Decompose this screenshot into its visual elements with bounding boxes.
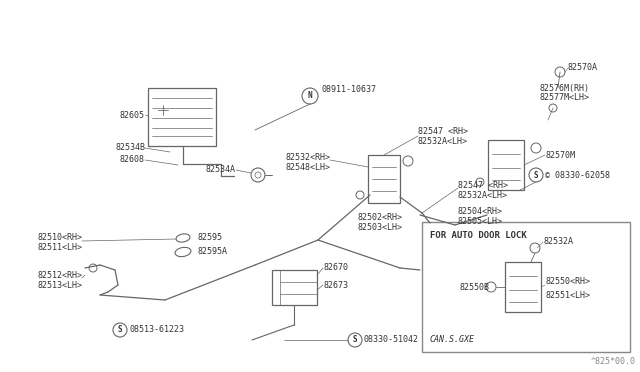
Text: 08911-10637: 08911-10637: [322, 86, 377, 94]
Bar: [368, 155, 400, 203]
Text: 82503<LH>: 82503<LH>: [358, 224, 403, 232]
Text: 82605: 82605: [120, 110, 145, 119]
Bar: [148, 88, 216, 146]
Text: 82673: 82673: [323, 280, 348, 289]
Text: 82550B: 82550B: [459, 282, 489, 292]
Bar: [422, 222, 630, 352]
Bar: [505, 262, 541, 312]
Text: 82547 <RH>: 82547 <RH>: [458, 180, 508, 189]
Text: 82570M: 82570M: [545, 151, 575, 160]
Text: 82532<RH>: 82532<RH>: [285, 153, 330, 161]
Text: 82511<LH>: 82511<LH>: [37, 244, 82, 253]
Text: FOR AUTO DOOR LOCK: FOR AUTO DOOR LOCK: [430, 231, 527, 241]
Text: S: S: [534, 170, 538, 180]
Text: 08330-51042: 08330-51042: [363, 336, 418, 344]
Text: 82532A<LH>: 82532A<LH>: [458, 190, 508, 199]
Text: S: S: [118, 326, 122, 334]
Text: 82532A: 82532A: [543, 237, 573, 247]
Bar: [272, 270, 317, 305]
Text: 82551<LH>: 82551<LH>: [545, 291, 590, 299]
Text: 82570A: 82570A: [568, 64, 598, 73]
Text: 82502<RH>: 82502<RH>: [358, 214, 403, 222]
Text: © 08330-62058: © 08330-62058: [545, 170, 610, 180]
Bar: [488, 140, 524, 190]
Text: 82577M<LH>: 82577M<LH>: [540, 93, 590, 103]
Text: CAN.S.GXE: CAN.S.GXE: [430, 336, 475, 344]
Text: 82534A: 82534A: [206, 166, 236, 174]
Text: 82532A<LH>: 82532A<LH>: [418, 138, 468, 147]
Text: 82534B: 82534B: [115, 144, 145, 153]
Text: 82595: 82595: [198, 232, 223, 241]
Text: 82576M(RH): 82576M(RH): [540, 83, 590, 93]
Text: 82548<LH>: 82548<LH>: [285, 163, 330, 171]
Text: 08513-61223: 08513-61223: [130, 326, 185, 334]
Text: 82595A: 82595A: [198, 247, 228, 257]
Text: 82504<RH>: 82504<RH>: [458, 208, 503, 217]
Text: 82670: 82670: [323, 263, 348, 273]
Text: 82513<LH>: 82513<LH>: [37, 280, 82, 289]
Text: 82512<RH>: 82512<RH>: [37, 270, 82, 279]
Text: 82547 <RH>: 82547 <RH>: [418, 128, 468, 137]
Text: N: N: [308, 92, 312, 100]
Text: 82550<RH>: 82550<RH>: [545, 278, 590, 286]
Text: S: S: [353, 336, 357, 344]
Text: 82510<RH>: 82510<RH>: [37, 234, 82, 243]
Text: 82608: 82608: [120, 155, 145, 164]
Text: 82505<LH>: 82505<LH>: [458, 218, 503, 227]
Text: ^825*00.0: ^825*00.0: [591, 357, 636, 366]
